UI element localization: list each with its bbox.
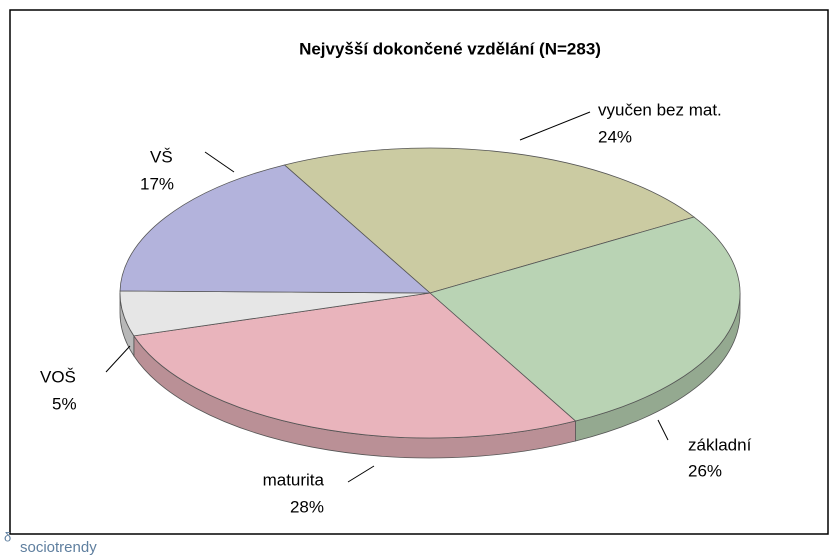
leader-line — [657, 419, 669, 441]
slice-value-label: 17% — [140, 174, 174, 193]
pie-slice — [133, 292, 577, 439]
slice-label: maturita — [263, 470, 325, 489]
logo-icon: δ — [4, 529, 11, 544]
slice-label: VŠ — [150, 147, 173, 166]
slice-label: vyučen bez mat. — [598, 100, 722, 119]
slice-value-label: 28% — [290, 497, 324, 516]
leader-line — [519, 111, 591, 141]
leader-line — [204, 151, 235, 173]
slice-value-label: 24% — [598, 127, 632, 146]
pie-slice — [119, 164, 432, 294]
logo: sociotrendy — [20, 539, 97, 556]
chart-title: Nejvyšší dokončené vzdělání (N=283) — [299, 39, 601, 58]
leader-line — [347, 465, 375, 483]
pie-slice — [429, 216, 741, 422]
slice-label: základní — [688, 435, 752, 454]
pie-slice — [283, 147, 695, 294]
slice-label: VOŠ — [40, 367, 76, 386]
slice-value-label: 5% — [52, 394, 77, 413]
leader-line — [105, 345, 131, 373]
slice-value-label: 26% — [688, 461, 722, 480]
